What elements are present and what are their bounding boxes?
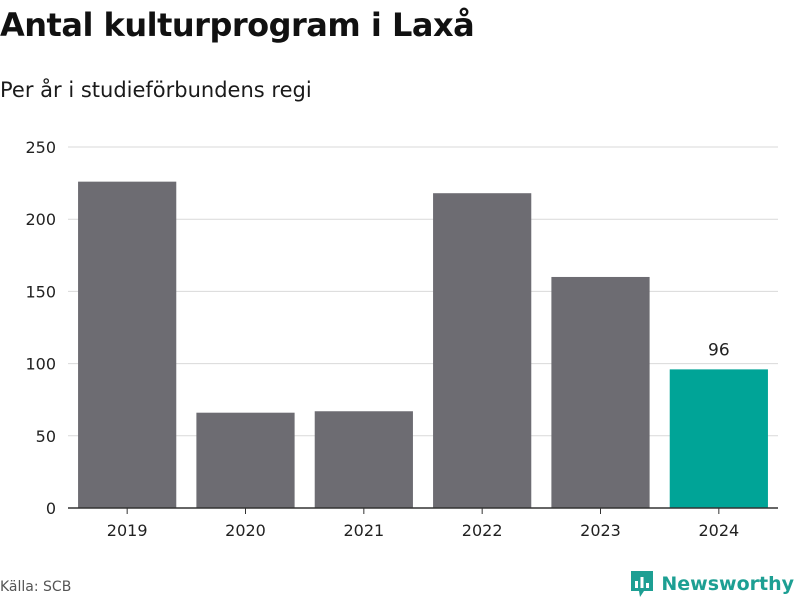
- source-note: Källa: SCB: [0, 579, 72, 595]
- chart-subtitle: Per år i studieförbundens regi: [0, 78, 312, 102]
- x-tick-label: 2021: [343, 521, 384, 540]
- data-labels: 96: [708, 340, 730, 360]
- bar-2024: [669, 369, 768, 508]
- chart-title: Antal kulturprogram i Laxå: [0, 6, 475, 44]
- x-tick-label: 2024: [698, 521, 739, 540]
- x-tick-label: 2022: [462, 521, 503, 540]
- y-tick-label: 0: [46, 499, 56, 518]
- x-tick-label: 2023: [580, 521, 621, 540]
- bars: [78, 181, 768, 508]
- newsworthy-logo-icon: [631, 571, 654, 597]
- y-tick-label: 200: [25, 210, 56, 229]
- y-tick-label: 250: [25, 138, 56, 157]
- y-tick-label: 150: [25, 282, 56, 301]
- brand: Newsworthy: [629, 569, 794, 599]
- brand-name: Newsworthy: [661, 573, 794, 595]
- x-tick-label: 2020: [225, 521, 266, 540]
- gridlines: [68, 146, 778, 437]
- bar-2021: [314, 411, 413, 508]
- x-axis-ticks: 2019 2020 2021 2022 2023 2024: [107, 508, 739, 540]
- y-axis-ticks: 0 50 100 150 200 250: [25, 138, 56, 518]
- bar-2023: [551, 276, 650, 508]
- data-label: 96: [708, 340, 730, 360]
- bar-2019: [78, 181, 177, 508]
- x-tick-label: 2019: [107, 521, 148, 540]
- y-tick-label: 100: [25, 355, 56, 374]
- y-tick-label: 50: [36, 427, 56, 446]
- bar-2020: [196, 412, 295, 508]
- bar-2022: [433, 193, 532, 508]
